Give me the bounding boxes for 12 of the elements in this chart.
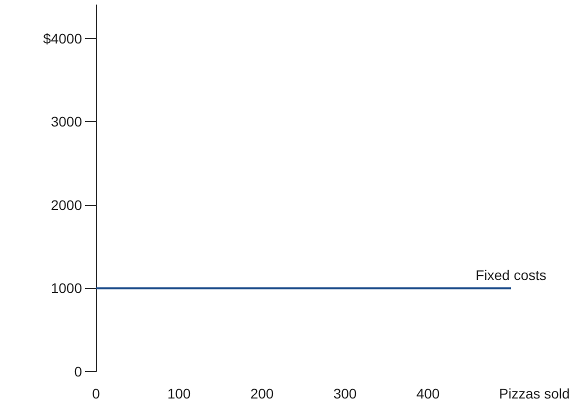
x-tick-label: 200 <box>250 386 274 402</box>
x-tick-label: 300 <box>333 386 357 402</box>
annotation: Fixed costs <box>476 267 546 284</box>
x-tick-label: 100 <box>167 386 191 402</box>
y-tick-label: 1000 <box>50 280 82 296</box>
x-tick-label: 400 <box>416 386 440 402</box>
y-tick-label: 3000 <box>50 114 82 130</box>
y-tick-label: 2000 <box>50 196 82 213</box>
y-tick-label: $4000 <box>43 30 82 46</box>
y-tick-label: 0 <box>74 364 82 380</box>
x-tick-label: 0 <box>92 386 100 402</box>
x-axis-title: Pizzas sold <box>499 386 570 402</box>
